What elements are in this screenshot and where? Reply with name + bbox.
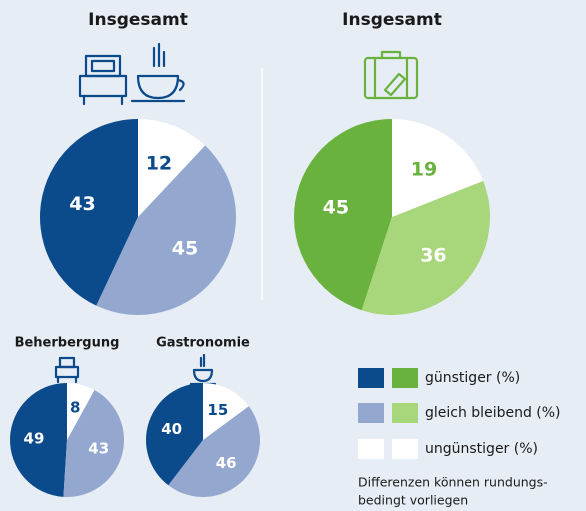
- pie-slice: [9, 383, 67, 497]
- legend-swatch: [358, 403, 384, 423]
- pie-slice: [361, 180, 490, 316]
- suitcase-icon: [363, 50, 419, 100]
- note: Differenzen können rundungs-: [358, 475, 548, 490]
- legend-swatch: [392, 368, 418, 388]
- pie-title: Gastronomie: [156, 336, 250, 351]
- legend-swatch: [392, 403, 418, 423]
- slice-label: 49: [24, 429, 45, 447]
- pie-slice: [67, 383, 95, 440]
- slice-label: 15: [207, 401, 228, 419]
- legend-swatch: [358, 439, 384, 459]
- bed-cup-icon: [78, 42, 186, 106]
- legend-swatch: [358, 368, 384, 388]
- slice-label: 8: [70, 398, 80, 416]
- pie-slice: [168, 406, 261, 498]
- legend-swatch: [392, 439, 418, 459]
- pie-slice: [63, 390, 125, 497]
- pie-slice: [146, 383, 203, 486]
- pie-slice: [392, 118, 484, 217]
- pie-title: Beherbergung: [15, 336, 120, 351]
- bed-icon: [54, 356, 80, 384]
- note: bedingt vorliegen: [358, 493, 468, 508]
- slice-label: 43: [69, 193, 95, 215]
- slice-label: 46: [216, 454, 237, 472]
- pie-title: Insgesamt: [88, 10, 188, 30]
- legend-label: ungünstiger (%): [425, 441, 538, 457]
- pie-slice: [96, 145, 236, 315]
- slice-label: 19: [411, 158, 437, 180]
- legend-label: günstiger (%): [425, 370, 520, 386]
- pie-slice: [203, 383, 249, 440]
- slice-label: 45: [172, 237, 198, 259]
- slice-label: 45: [323, 197, 349, 219]
- cup-icon: [189, 353, 217, 386]
- slice-label: 12: [146, 153, 172, 175]
- slice-label: 43: [88, 440, 109, 458]
- slice-label: 40: [161, 420, 182, 438]
- pie-slice: [138, 119, 206, 217]
- pie-slice: [40, 119, 139, 306]
- pie-title: Insgesamt: [342, 10, 442, 30]
- pie-slice: [294, 119, 392, 311]
- legend-label: gleich bleibend (%): [425, 405, 561, 421]
- slice-label: 36: [420, 244, 446, 266]
